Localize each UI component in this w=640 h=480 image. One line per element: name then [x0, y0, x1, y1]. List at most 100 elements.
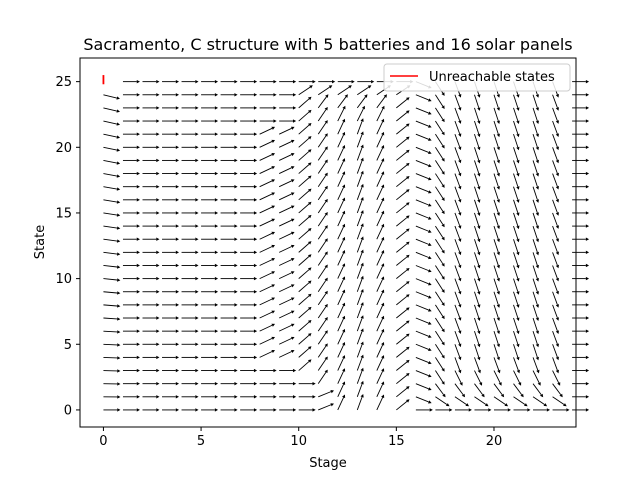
- arrow-head: [234, 119, 238, 123]
- arrow-head: [428, 150, 432, 155]
- arrow-shaft: [376, 200, 384, 214]
- arrow-head: [175, 79, 180, 84]
- quiver-arrow: [240, 145, 258, 149]
- arrow-head: [406, 97, 410, 101]
- arrow-shaft: [435, 133, 444, 146]
- arrow-shaft: [415, 186, 429, 193]
- arrow-shaft: [532, 147, 538, 161]
- quiver-arrow: [396, 136, 410, 148]
- quiver-arrow: [278, 244, 295, 253]
- quiver-arrow: [240, 329, 258, 333]
- arrow-shaft: [532, 173, 538, 187]
- arrow-head: [458, 264, 462, 269]
- quiver-arrow: [396, 386, 410, 398]
- arrow-head: [116, 161, 121, 165]
- arrow-shaft: [298, 164, 310, 174]
- arrow-shaft: [103, 173, 118, 177]
- arrow-head: [324, 251, 328, 255]
- quiver-arrow: [415, 265, 432, 273]
- quiver-arrow: [493, 94, 500, 111]
- arrow-shaft: [532, 396, 545, 405]
- quiver-arrow: [317, 330, 328, 345]
- arrow-shaft: [513, 173, 519, 187]
- arrow-shaft: [415, 330, 429, 337]
- quiver-arrow: [162, 342, 180, 346]
- quiver-arrow: [240, 93, 258, 97]
- arrow-head: [383, 94, 387, 98]
- quiver-arrow: [474, 239, 481, 256]
- quiver-arrow: [552, 199, 559, 216]
- arrow-head: [175, 381, 180, 386]
- quiver-arrow: [103, 330, 121, 334]
- arrow-shaft: [552, 357, 558, 371]
- arrow-head: [585, 106, 590, 110]
- arrow-shaft: [552, 265, 558, 279]
- quiver-arrow: [357, 79, 375, 84]
- quiver-arrow: [181, 290, 199, 294]
- arrow-head: [516, 238, 520, 243]
- arrow-head: [585, 408, 590, 412]
- arrow-head: [477, 278, 481, 282]
- arrow-head: [290, 153, 295, 157]
- quiver-arrow: [240, 132, 258, 136]
- quiver-arrow: [317, 277, 328, 292]
- arrow-shaft: [103, 330, 118, 333]
- arrow-head: [458, 120, 462, 124]
- arrow-shaft: [513, 107, 519, 122]
- arrow-shaft: [493, 278, 499, 292]
- arrow-shaft: [103, 278, 118, 281]
- quiver-arrow: [474, 344, 481, 361]
- arrow-head: [406, 123, 410, 127]
- arrow-head: [477, 369, 481, 374]
- arrow-head: [458, 238, 462, 243]
- arrow-head: [520, 393, 524, 398]
- arrow-shaft: [513, 370, 521, 384]
- arrow-head: [555, 369, 559, 374]
- arrow-head: [537, 382, 541, 386]
- quiver-arrow: [122, 303, 140, 307]
- arrow-shaft: [474, 107, 480, 122]
- quiver-arrow: [337, 302, 346, 319]
- quiver-arrow: [298, 175, 312, 188]
- quiver-arrow: [201, 250, 219, 255]
- quiver-arrow: [493, 199, 500, 216]
- quiver-arrow: [240, 250, 258, 255]
- arrow-head: [555, 264, 559, 269]
- quiver-arrow: [278, 205, 295, 214]
- arrow-head: [566, 408, 570, 412]
- arrow-head: [156, 303, 160, 307]
- quiver-arrow: [337, 236, 346, 253]
- arrow-head: [271, 192, 276, 196]
- quiver-arrow: [376, 197, 385, 214]
- quiver-arrow: [454, 304, 462, 321]
- arrow-shaft: [298, 295, 310, 306]
- arrow-head: [253, 342, 258, 346]
- quiver-arrow: [493, 396, 509, 407]
- arrow-shaft: [435, 383, 445, 396]
- arrow-shaft: [376, 331, 384, 345]
- quiver-arrow: [162, 145, 180, 149]
- quiver-arrow: [396, 123, 410, 135]
- arrow-head: [214, 303, 219, 307]
- quiver-arrow: [454, 330, 462, 348]
- quiver-arrow: [532, 396, 548, 407]
- arrow-head: [496, 264, 500, 269]
- quiver-arrow: [162, 316, 180, 320]
- arrow-shaft: [454, 317, 461, 332]
- arrow-head: [136, 381, 140, 386]
- quiver-arrow: [356, 223, 364, 240]
- arrow-shaft: [532, 186, 538, 200]
- arrow-shaft: [376, 279, 384, 292]
- arrow-head: [516, 159, 520, 164]
- quiver-arrow: [298, 136, 312, 148]
- arrow-shaft: [337, 318, 344, 332]
- quiver-arrow: [454, 344, 462, 361]
- arrow-head: [328, 85, 333, 89]
- quiver-arrow: [142, 329, 160, 333]
- arrow-head: [441, 315, 445, 320]
- quiver-arrow: [337, 223, 346, 240]
- arrow-head: [253, 290, 258, 294]
- arrow-shaft: [298, 256, 310, 266]
- quiver-arrow: [103, 225, 121, 230]
- quiver-arrow: [415, 212, 432, 220]
